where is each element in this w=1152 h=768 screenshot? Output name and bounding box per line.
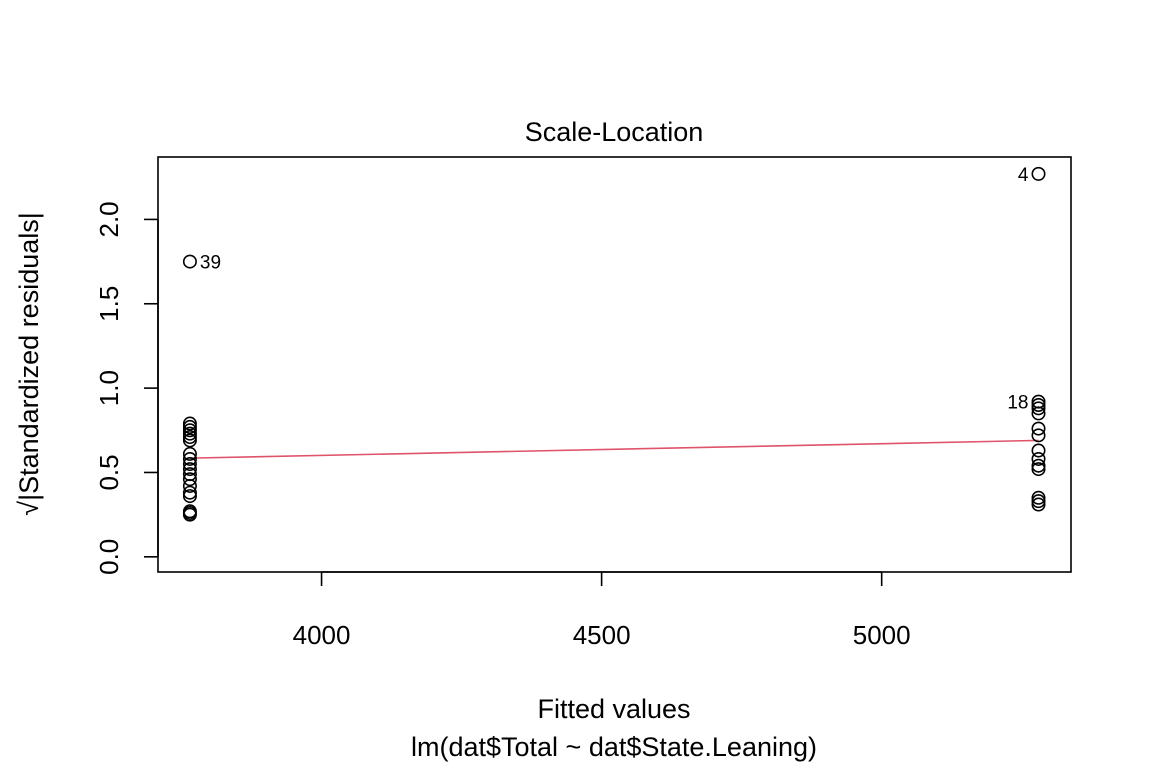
data-point: [1031, 406, 1046, 421]
data-point: [1031, 421, 1046, 436]
data-point: [182, 472, 197, 487]
y-tick-label: 1.5: [94, 286, 124, 322]
plot-area: [157, 156, 1072, 573]
data-point: [182, 433, 197, 448]
data-point: [1031, 462, 1046, 477]
point-labels-layer: 39 4 18: [200, 165, 1029, 414]
data-point: [1031, 397, 1046, 412]
data-point: [182, 426, 197, 441]
data-point: [1031, 490, 1046, 505]
chart-title: Scale-Location: [525, 117, 704, 147]
data-point: [182, 457, 197, 472]
y-axis-title: √|Standardized residuals|: [14, 212, 44, 516]
data-point: [182, 416, 197, 431]
y-tick-label: 0.0: [94, 539, 124, 575]
point-label: 39: [200, 253, 221, 274]
y-tick-label: 2.0: [94, 201, 124, 237]
y-tick-label: 1.0: [94, 370, 124, 406]
data-point: [1031, 494, 1046, 509]
points-layer: [182, 166, 1046, 522]
data-point: [182, 254, 197, 269]
data-point: [182, 451, 197, 466]
data-point: [1031, 451, 1046, 466]
x-axis-title: Fitted values: [537, 694, 690, 724]
data-point: [1031, 428, 1046, 443]
data-point: [182, 423, 197, 438]
data-point: [1031, 166, 1046, 181]
point-label: 4: [1018, 165, 1029, 186]
smooth-line: [189, 439, 1039, 459]
y-axis: 0.0 0.5 1.0 1.5 2.0: [94, 201, 159, 575]
data-point: [182, 462, 197, 477]
data-point: [1031, 443, 1046, 458]
data-point: [1031, 401, 1046, 416]
data-point: [182, 485, 197, 500]
x-tick-label: 4500: [573, 620, 631, 650]
data-point: [182, 478, 197, 493]
x-tick-label: 5000: [853, 620, 911, 650]
data-point: [1031, 458, 1046, 473]
data-point: [182, 507, 197, 522]
x-tick-label: 4000: [293, 620, 351, 650]
x-axis: 4000 4500 5000: [293, 571, 911, 650]
data-point: [1031, 497, 1046, 512]
data-point: [182, 419, 197, 434]
data-point: [182, 489, 197, 504]
data-point: [182, 446, 197, 461]
smooth-line-layer: [189, 439, 1039, 459]
y-tick-label: 0.5: [94, 454, 124, 490]
chart-subtitle: lm(dat$Total ~ dat$State.Leaning): [411, 732, 817, 762]
point-label: 18: [1007, 393, 1028, 414]
data-point: [182, 430, 197, 445]
